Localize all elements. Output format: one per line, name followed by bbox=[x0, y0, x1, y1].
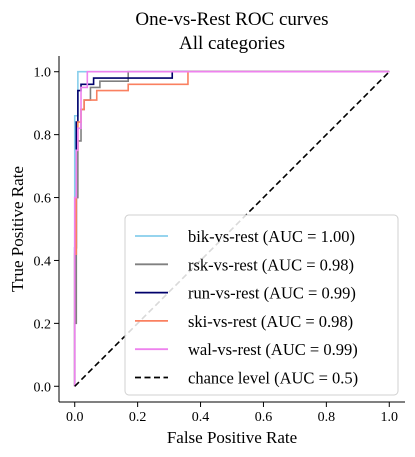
y-tick-label: 0.4 bbox=[34, 254, 52, 269]
legend-label: chance level (AUC = 0.5) bbox=[188, 369, 358, 388]
legend-box bbox=[124, 214, 399, 396]
y-tick-label: 0.0 bbox=[34, 380, 52, 395]
y-tick-label: 0.8 bbox=[34, 129, 52, 144]
legend-label: rsk-vs-rest (AUC = 0.98) bbox=[188, 255, 354, 274]
legend-label: wal-vs-rest (AUC = 0.99) bbox=[188, 340, 358, 359]
y-tick-label: 0.2 bbox=[34, 317, 52, 332]
y-tick-label: 1.0 bbox=[34, 66, 52, 81]
x-tick-label: 1.0 bbox=[381, 410, 399, 425]
x-axis-label: False Positive Rate bbox=[167, 428, 297, 447]
x-tick-label: 0.8 bbox=[318, 410, 336, 425]
x-tick-label: 0.6 bbox=[255, 410, 273, 425]
x-tick-label: 0.0 bbox=[66, 410, 84, 425]
legend: bik-vs-rest (AUC = 1.00) rsk-vs-rest (AUC… bbox=[124, 214, 399, 396]
chart-title-line-2: All categories bbox=[179, 33, 285, 54]
series-line-4 bbox=[73, 70, 390, 387]
chart-title-line-1: One-vs-Rest ROC curves bbox=[135, 9, 328, 30]
legend-label: run-vs-rest (AUC = 0.99) bbox=[188, 284, 356, 303]
y-tick-label: 0.6 bbox=[34, 192, 52, 207]
legend-label: bik-vs-rest (AUC = 1.00) bbox=[188, 227, 355, 246]
x-tick-label: 0.2 bbox=[129, 410, 147, 425]
legend-label: ski-vs-rest (AUC = 0.98) bbox=[188, 312, 353, 331]
y-axis-label: True Positive Rate bbox=[8, 166, 27, 292]
x-tick-label: 0.4 bbox=[192, 410, 210, 425]
